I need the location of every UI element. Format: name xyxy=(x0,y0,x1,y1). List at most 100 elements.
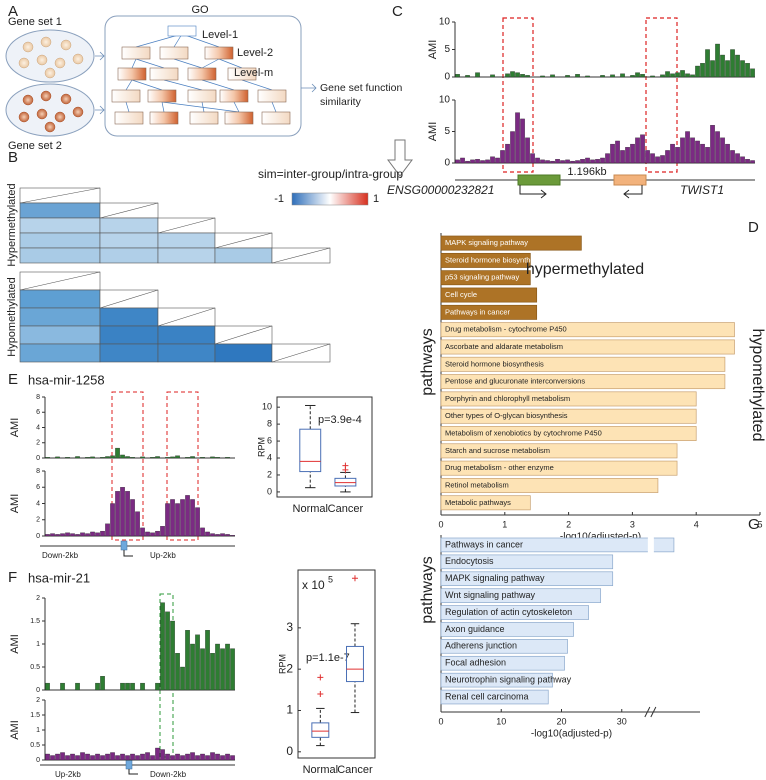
plot-frame xyxy=(297,569,376,759)
x-tick-label: Normal xyxy=(293,503,328,515)
bar xyxy=(215,753,220,761)
bar xyxy=(180,666,185,691)
bar xyxy=(505,143,510,164)
matrix-cell xyxy=(99,343,159,363)
outlier xyxy=(317,690,324,697)
bar xyxy=(440,374,726,390)
bar xyxy=(735,153,740,164)
matrix-cell xyxy=(19,307,101,327)
y-tick-label: 1.5 xyxy=(30,712,40,719)
bar xyxy=(440,554,614,570)
bar xyxy=(150,457,155,459)
bar xyxy=(515,72,520,78)
outlier xyxy=(342,466,349,473)
bar xyxy=(440,339,735,355)
bar xyxy=(540,75,545,78)
y-tick-label: 2 xyxy=(36,440,40,447)
bar xyxy=(635,137,640,164)
highlight-box xyxy=(166,391,199,541)
bar xyxy=(650,75,655,78)
bar xyxy=(155,682,160,691)
bar xyxy=(105,456,110,459)
bar xyxy=(95,753,100,761)
bar xyxy=(110,455,115,459)
bar xyxy=(440,408,697,424)
y-axis-label: AMI xyxy=(427,40,439,60)
panel-label: B xyxy=(8,149,18,166)
bar xyxy=(685,73,690,78)
bar xyxy=(585,75,590,78)
bar xyxy=(440,356,726,372)
bar xyxy=(130,682,135,691)
bar xyxy=(440,304,538,320)
bar xyxy=(115,447,120,459)
flank-label: Down-2kb xyxy=(150,770,187,779)
bar xyxy=(635,72,640,78)
bar xyxy=(505,73,510,78)
bar xyxy=(525,137,530,164)
gene-label: ENSG00000232821 xyxy=(387,183,494,197)
bar xyxy=(170,456,175,459)
arrow xyxy=(95,51,105,115)
bar xyxy=(170,499,175,537)
y-axis-label: pathways xyxy=(419,556,436,624)
bar xyxy=(490,74,495,78)
y-tick-label: 10 xyxy=(439,17,451,28)
x-tick-label: 3 xyxy=(630,519,635,529)
bar xyxy=(470,159,475,164)
bar-label: Regulation of actin cytoskeleton xyxy=(445,607,572,617)
bar-label: Metabolic pathways xyxy=(445,498,511,507)
bar xyxy=(100,676,105,691)
matrix-cell xyxy=(19,325,101,345)
bar xyxy=(175,753,180,761)
bar-label: MAPK signaling pathway xyxy=(445,573,545,583)
bar xyxy=(130,499,135,537)
axis-break-gap xyxy=(647,537,654,554)
bar xyxy=(210,456,215,459)
bar xyxy=(140,456,145,459)
y-tick-label: 0 xyxy=(36,687,40,694)
bar xyxy=(95,682,100,691)
bar xyxy=(440,443,678,459)
y-tick-label: 2 xyxy=(286,661,293,675)
bar xyxy=(100,755,105,761)
group-annotation: hypomethylated xyxy=(749,329,766,442)
matrix-cell xyxy=(214,343,273,363)
y-tick-label: 8 xyxy=(267,418,272,428)
bar xyxy=(170,755,175,761)
bar xyxy=(45,753,50,761)
bar xyxy=(50,755,55,761)
bar xyxy=(190,499,195,537)
matrix-diagonal xyxy=(19,187,101,204)
bar xyxy=(640,74,645,78)
bar xyxy=(555,159,560,164)
matrix-cell xyxy=(19,202,101,219)
bar xyxy=(440,537,675,553)
bar xyxy=(540,159,545,164)
y-axis-label: RPM xyxy=(277,654,287,674)
bar xyxy=(135,755,140,761)
bar xyxy=(510,131,515,164)
bar xyxy=(100,457,105,459)
p-value: p=1.1e-7 xyxy=(306,652,350,664)
bar xyxy=(65,457,70,459)
bar xyxy=(585,157,590,164)
bar xyxy=(130,753,135,761)
bar xyxy=(215,534,220,537)
bar xyxy=(570,160,575,164)
bar-label: Ascorbate and aldarate metabolism xyxy=(445,342,563,351)
gene xyxy=(125,759,133,770)
bar xyxy=(515,112,520,164)
y-tick-label: 2 xyxy=(36,517,40,524)
bar xyxy=(195,755,200,761)
bar xyxy=(60,682,65,691)
bar xyxy=(725,143,730,164)
bar xyxy=(500,150,505,164)
bar xyxy=(200,527,205,537)
gene-set-label: Gene set 1 xyxy=(8,16,62,28)
flank-label: Down-2kb xyxy=(42,551,79,560)
matrix-diagonal xyxy=(99,289,159,309)
matrix-cell xyxy=(157,247,216,264)
bar xyxy=(75,456,80,459)
bar xyxy=(75,534,80,537)
